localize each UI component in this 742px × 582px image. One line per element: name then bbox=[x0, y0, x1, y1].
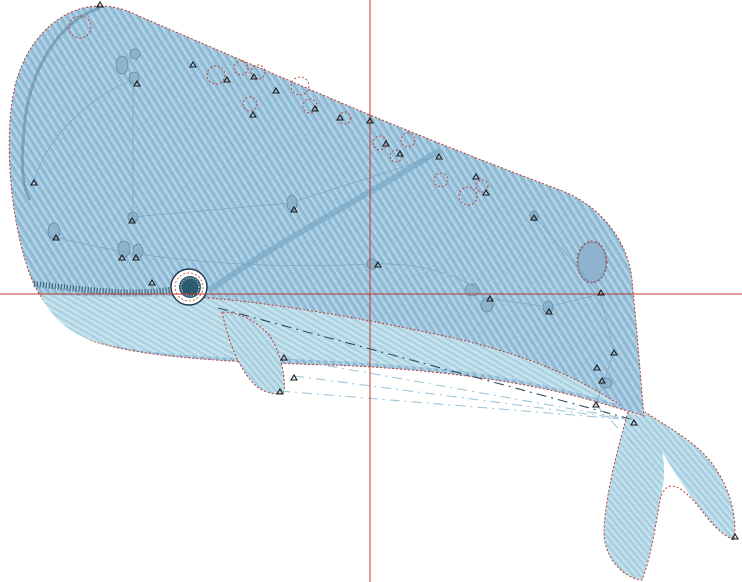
triangle-marker-icon[interactable] bbox=[592, 400, 600, 408]
triangle-marker-icon[interactable] bbox=[545, 307, 553, 315]
eye-icon[interactable] bbox=[170, 268, 208, 306]
triangle-marker-icon[interactable] bbox=[610, 348, 618, 356]
triangle-marker-icon[interactable] bbox=[96, 0, 104, 8]
triangle-marker-icon[interactable] bbox=[486, 294, 494, 302]
triangle-marker-icon[interactable] bbox=[118, 253, 126, 261]
triangle-marker-icon[interactable] bbox=[128, 216, 136, 224]
triangle-marker-icon[interactable] bbox=[366, 116, 374, 124]
triangle-marker-icon[interactable] bbox=[272, 86, 280, 94]
triangle-marker-icon[interactable] bbox=[133, 79, 141, 87]
triangle-marker-icon[interactable] bbox=[731, 532, 739, 540]
triangle-marker-icon[interactable] bbox=[290, 373, 298, 381]
triangle-marker-icon[interactable] bbox=[598, 376, 606, 384]
triangle-marker-icon[interactable] bbox=[249, 110, 257, 118]
triangle-marker-icon[interactable] bbox=[311, 104, 319, 112]
triangle-marker-icon[interactable] bbox=[290, 205, 298, 213]
triangle-marker-icon[interactable] bbox=[276, 387, 284, 395]
pectoral-fin[interactable] bbox=[221, 311, 285, 395]
triangle-marker-icon[interactable] bbox=[472, 172, 480, 180]
triangle-marker-icon[interactable] bbox=[435, 152, 443, 160]
dotted-rings bbox=[68, 15, 608, 284]
triangle-marker-icon[interactable] bbox=[382, 139, 390, 147]
triangle-marker-icon[interactable] bbox=[530, 213, 538, 221]
stitch-markers bbox=[30, 0, 739, 540]
triangle-marker-icon[interactable] bbox=[30, 178, 38, 186]
whale-belly[interactable] bbox=[40, 294, 621, 406]
triangle-marker-icon[interactable] bbox=[396, 149, 404, 157]
thread-paths bbox=[33, 79, 615, 406]
jump-stitch-lines bbox=[217, 264, 659, 471]
tail-flukes[interactable] bbox=[603, 411, 736, 581]
triangle-marker-icon[interactable] bbox=[148, 278, 156, 286]
triangle-marker-icon[interactable] bbox=[280, 353, 288, 361]
triangle-marker-icon[interactable] bbox=[482, 188, 490, 196]
triangle-marker-icon[interactable] bbox=[630, 418, 638, 426]
triangle-marker-icon[interactable] bbox=[250, 72, 258, 80]
triangle-marker-icon[interactable] bbox=[189, 60, 197, 68]
triangle-marker-icon[interactable] bbox=[336, 113, 344, 121]
triangle-marker-icon[interactable] bbox=[223, 75, 231, 83]
triangle-marker-icon[interactable] bbox=[132, 253, 140, 261]
triangle-marker-icon[interactable] bbox=[597, 288, 605, 296]
triangle-marker-icon[interactable] bbox=[374, 260, 382, 268]
triangle-marker-icon[interactable] bbox=[52, 233, 60, 241]
triangle-marker-icon[interactable] bbox=[593, 363, 601, 371]
